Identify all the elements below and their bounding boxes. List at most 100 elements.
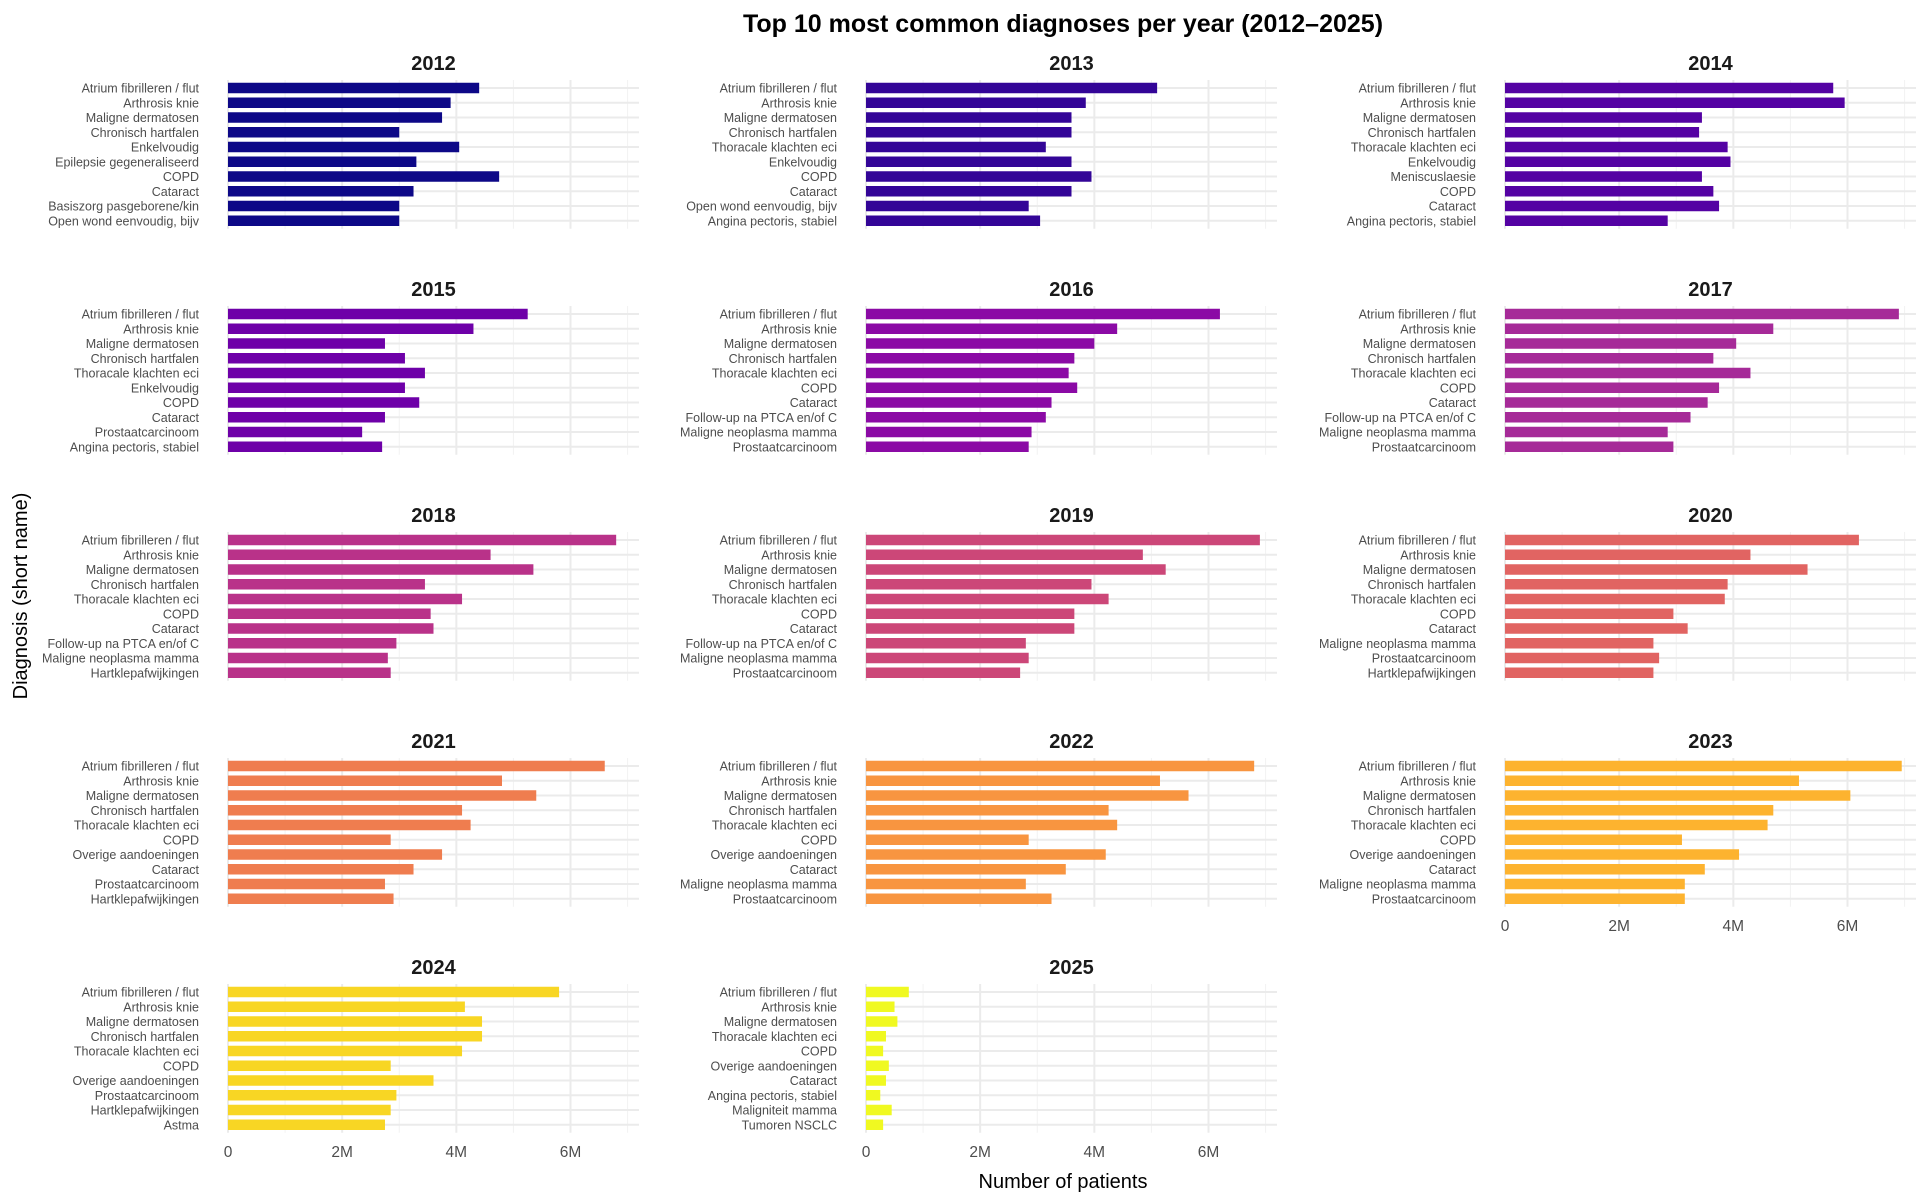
- bar: [866, 338, 1095, 349]
- y-tick-label: Maligne dermatosen: [86, 337, 199, 351]
- y-tick-label: Thoracale klachten eci: [1351, 593, 1476, 607]
- bar: [866, 775, 1160, 786]
- y-tick-label: Cataract: [1429, 863, 1477, 877]
- y-tick-label: Chronisch hartfalen: [1368, 578, 1476, 592]
- bar: [1505, 608, 1674, 619]
- x-tick-label: 2M: [331, 1144, 353, 1161]
- y-tick-label: Enkelvoudig: [131, 141, 199, 155]
- bar: [1505, 426, 1668, 438]
- facet-title: 2014: [1688, 53, 1733, 75]
- bar: [1505, 82, 1834, 94]
- bar: [228, 1104, 391, 1116]
- bar: [866, 893, 1052, 904]
- bar: [228, 534, 617, 546]
- facet-title: 2024: [411, 957, 456, 979]
- y-tick-label: Arthrosis knie: [123, 548, 199, 562]
- bar: [1505, 760, 1902, 772]
- y-tick-label: COPD: [801, 170, 837, 184]
- bar: [228, 127, 400, 138]
- x-tick-label: 6M: [1837, 918, 1859, 935]
- bar: [866, 308, 1220, 320]
- bar: [1505, 412, 1691, 423]
- bar: [1505, 367, 1751, 379]
- y-tick-label: COPD: [801, 833, 837, 847]
- x-tick-label: 4M: [1084, 1144, 1106, 1161]
- bar: [228, 82, 480, 94]
- bar: [1505, 200, 1720, 212]
- y-tick-label: Prostaatcarcinoom: [95, 878, 199, 892]
- bar: [866, 849, 1106, 860]
- y-tick-label: Thoracale klachten eci: [74, 367, 199, 381]
- bar: [228, 986, 560, 998]
- bar: [866, 215, 1041, 226]
- bar: [228, 215, 400, 226]
- y-tick-label: COPD: [163, 1059, 199, 1073]
- y-tick-label: Cataract: [1429, 396, 1477, 410]
- y-tick-label: Maligne dermatosen: [86, 789, 199, 803]
- bar: [1505, 623, 1688, 634]
- bar: [1505, 215, 1668, 226]
- bar: [866, 579, 1092, 590]
- y-tick-label: Angina pectoris, stabiel: [70, 440, 199, 454]
- y-tick-label: Maligne dermatosen: [86, 111, 199, 125]
- bar: [866, 441, 1029, 452]
- bar: [228, 652, 388, 664]
- bar: [228, 579, 425, 590]
- y-tick-label: Chronisch hartfalen: [91, 1030, 199, 1044]
- y-tick-label: Meniscuslaesie: [1391, 170, 1477, 184]
- bar: [1505, 141, 1728, 153]
- y-tick-label: Maligne dermatosen: [724, 337, 837, 351]
- y-tick-label: Chronisch hartfalen: [1368, 352, 1476, 366]
- y-tick-label: Astma: [164, 1118, 199, 1132]
- bar: [866, 564, 1166, 575]
- bar: [228, 367, 425, 379]
- y-tick-label: COPD: [1440, 607, 1476, 621]
- y-tick-label: Arthrosis knie: [1400, 548, 1476, 562]
- bar: [228, 382, 405, 393]
- bar: [228, 790, 537, 801]
- y-tick-label: Atrium fibrilleren / flut: [82, 308, 200, 322]
- bar: [866, 638, 1026, 649]
- facet-title: 2018: [411, 505, 456, 527]
- bar: [866, 549, 1143, 560]
- bar: [866, 608, 1075, 619]
- bar: [1505, 308, 1899, 320]
- bar: [1505, 579, 1728, 590]
- bar: [866, 790, 1189, 801]
- facet-title: 2022: [1049, 731, 1094, 753]
- y-tick-label: Thoracale klachten eci: [712, 367, 837, 381]
- bar: [228, 638, 397, 649]
- bar: [228, 893, 394, 904]
- y-tick-label: Prostaatcarcinoom: [95, 1089, 199, 1103]
- bar: [1505, 790, 1851, 801]
- bar: [866, 1045, 884, 1057]
- bar: [1505, 819, 1768, 831]
- x-tick-label: 4M: [446, 1144, 468, 1161]
- bar: [228, 338, 385, 349]
- y-tick-label: Chronisch hartfalen: [91, 578, 199, 592]
- y-tick-label: Prostaatcarcinoom: [1372, 652, 1476, 666]
- y-tick-label: Open wond eenvoudig, bijv: [48, 214, 200, 228]
- y-tick-label: Enkelvoudig: [769, 155, 837, 169]
- bar: [866, 426, 1032, 438]
- y-tick-label: Arthrosis knie: [761, 322, 837, 336]
- bar: [228, 775, 502, 786]
- y-tick-label: COPD: [163, 833, 199, 847]
- bar: [866, 112, 1072, 123]
- bar: [1505, 156, 1731, 167]
- y-tick-label: COPD: [163, 396, 199, 410]
- bar: [866, 1075, 886, 1086]
- bar: [228, 186, 414, 197]
- bar: [1505, 805, 1774, 816]
- bar: [228, 593, 463, 605]
- bar: [228, 623, 434, 634]
- y-tick-label: Maligne dermatosen: [1363, 337, 1476, 351]
- bar: [228, 608, 431, 619]
- y-tick-label: Cataract: [152, 863, 200, 877]
- bar: [866, 819, 1118, 831]
- bar: [866, 156, 1072, 167]
- bar: [228, 1031, 483, 1042]
